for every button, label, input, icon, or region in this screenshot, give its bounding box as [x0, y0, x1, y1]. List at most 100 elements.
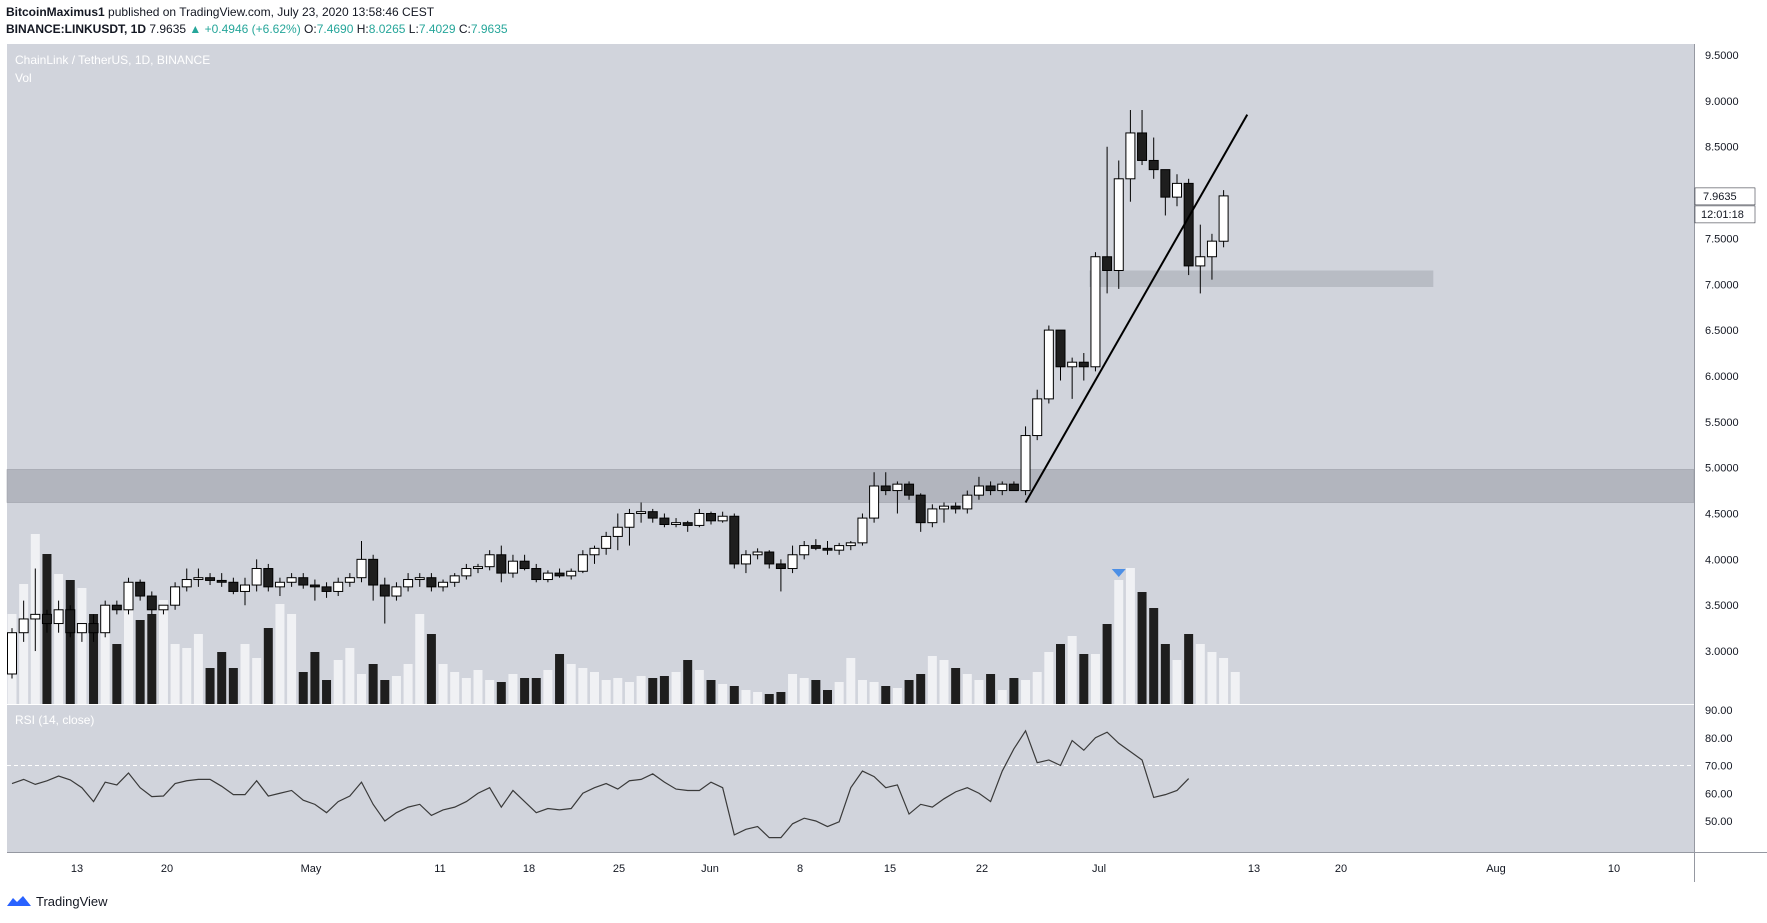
volume-bar [124, 604, 133, 704]
price-tick-label: 7.0000 [1705, 279, 1739, 291]
volume-bar [252, 658, 262, 704]
volume-bar [345, 648, 355, 704]
price-tick-label: 3.5000 [1705, 600, 1739, 612]
candle [752, 548, 763, 560]
tradingview-logo-text: TradingView [36, 893, 108, 909]
volume-bar [648, 678, 658, 704]
countdown-tag [1694, 205, 1756, 224]
candle [414, 573, 425, 587]
candle [1160, 169, 1171, 216]
volume-bar [1032, 672, 1042, 704]
symbol-label: BINANCE:LINKUSDT, 1D [6, 22, 147, 36]
candle [216, 573, 227, 587]
candle [1148, 137, 1159, 179]
resistance-zone [6, 469, 1695, 503]
candle [880, 472, 891, 496]
candle [787, 545, 798, 574]
volume-bar [89, 614, 99, 704]
volume-bar [1067, 636, 1077, 704]
time-tick-label: 13 [1248, 863, 1260, 875]
chart-header: BitcoinMaximus1 published on TradingView… [6, 4, 508, 38]
volume-bar [403, 664, 413, 704]
candle [985, 481, 996, 496]
time-tick-label: 10 [1608, 863, 1620, 875]
volume-bar [263, 628, 273, 704]
volume-bar [1195, 644, 1205, 704]
volume-bar [811, 680, 821, 704]
candle [915, 493, 926, 532]
volume-bar [892, 688, 902, 704]
volume-legend: Vol [15, 71, 32, 85]
candle [228, 577, 239, 595]
volume-bar [415, 614, 425, 704]
volume-bar [741, 690, 751, 704]
candle [1055, 329, 1066, 381]
open-value: 7.4690 [316, 22, 354, 36]
volume-bar [1230, 672, 1240, 704]
candle [869, 472, 880, 523]
volume-bar [1219, 658, 1229, 704]
candle [1218, 190, 1229, 248]
volume-bar [65, 580, 75, 704]
candle [601, 531, 612, 555]
volume-bar [170, 644, 180, 704]
tradingview-logo[interactable]: TradingView [6, 891, 108, 911]
candle [554, 568, 565, 578]
volume-bar [508, 674, 518, 704]
volume-bar [904, 680, 914, 704]
volume-bar [240, 644, 250, 704]
rsi-tick-label: 50.00 [1705, 816, 1733, 828]
candle [473, 563, 483, 574]
time-tick-label: 18 [523, 863, 535, 875]
candle [775, 559, 786, 592]
volume-bar [951, 668, 961, 704]
volume-bar [788, 674, 798, 704]
volume-bar [322, 680, 332, 704]
volume-bar [77, 588, 87, 704]
candle [158, 604, 169, 615]
candle [810, 539, 821, 551]
candle [30, 568, 41, 652]
volume-bar [590, 672, 599, 704]
candle [1137, 110, 1148, 166]
ascending-trendline[interactable] [1024, 114, 1249, 503]
volume-bar [1009, 678, 1019, 704]
countdown-tag-text: 12:01:18 [1701, 209, 1744, 221]
candle [1206, 233, 1217, 280]
volume-bar [659, 676, 669, 704]
time-tick-label: 8 [797, 863, 803, 875]
candle [53, 600, 64, 633]
volume-bar [1021, 680, 1031, 704]
candle [251, 559, 262, 592]
candle [973, 476, 984, 500]
candle [799, 541, 810, 560]
time-tick-label: 20 [161, 863, 173, 875]
volume-bar [962, 674, 972, 704]
candle [519, 554, 530, 571]
volume-bar [1056, 644, 1065, 704]
candle [939, 502, 949, 523]
candle [1172, 174, 1182, 207]
candle [496, 545, 507, 583]
volume-bar [706, 680, 716, 704]
candle [240, 577, 250, 606]
publish-line: BitcoinMaximus1 published on TradingView… [6, 4, 508, 21]
volume-bar [881, 686, 891, 704]
volume-bar [846, 658, 856, 704]
volume-bar [729, 686, 739, 704]
volume-bar [357, 674, 366, 704]
time-tick-label: 20 [1335, 863, 1347, 875]
candle [507, 554, 518, 578]
candle [286, 573, 297, 587]
price-tick-label: 7.5000 [1705, 233, 1739, 245]
candle [997, 481, 1008, 496]
volume-bar [1160, 644, 1170, 704]
last-price: 7.9635 [149, 22, 187, 36]
author-name[interactable]: BitcoinMaximus1 [6, 5, 105, 19]
volume-bar [1044, 652, 1054, 704]
high-label: H: [356, 22, 369, 36]
candle [321, 582, 332, 598]
volume-bar [135, 620, 145, 704]
